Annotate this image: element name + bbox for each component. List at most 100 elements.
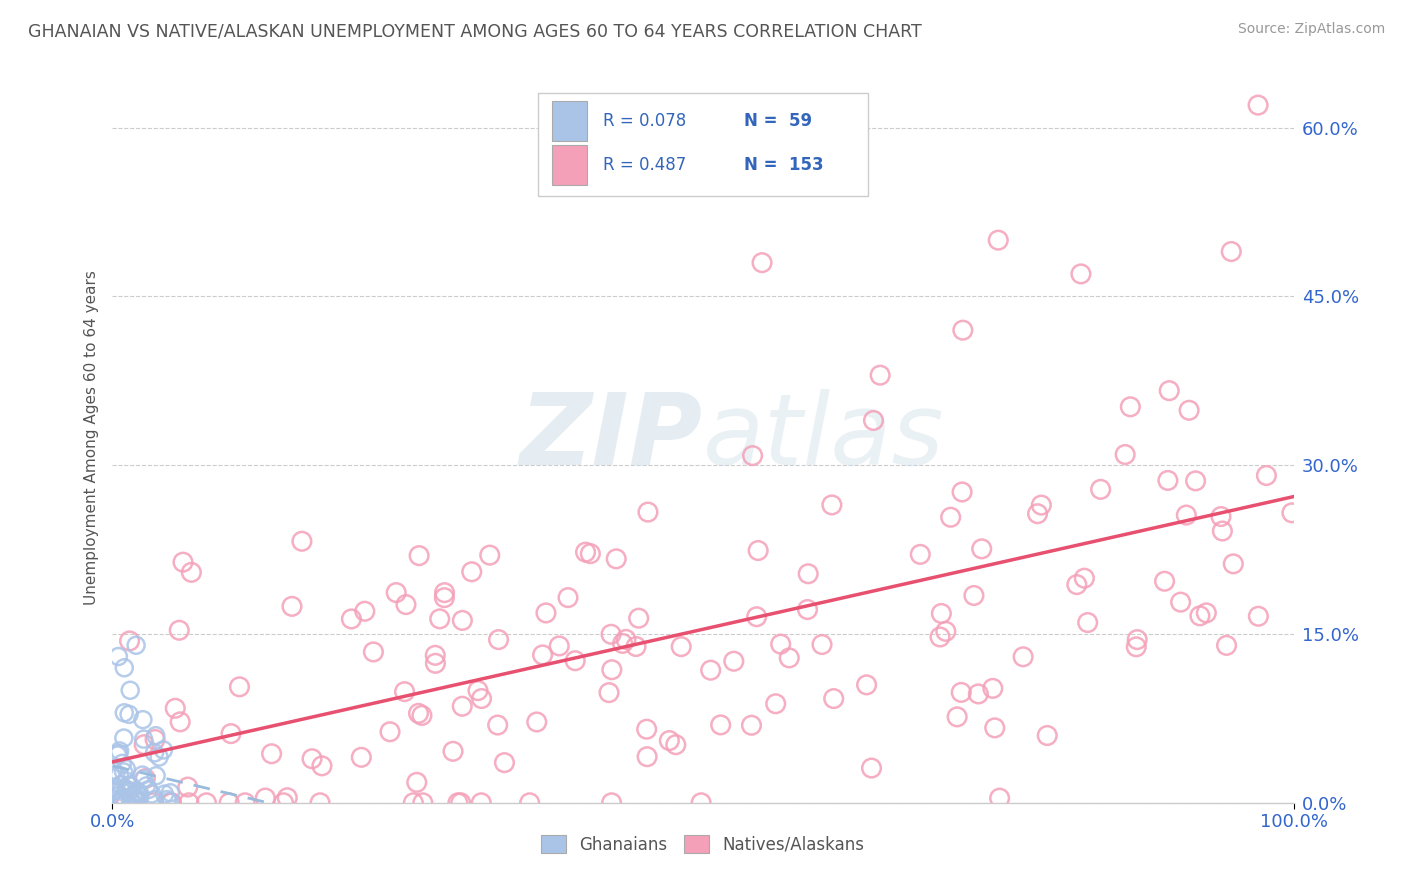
Point (143, 793, 166, 807)
Point (311, 759, 333, 773)
Point (1036, 729, 1059, 743)
Point (470, 691, 492, 706)
Point (402, 796, 425, 810)
Point (127, 786, 149, 800)
Point (131, 768, 153, 782)
Point (111, 793, 134, 807)
Point (478, 548, 501, 562)
Point (451, 614, 474, 628)
Point (111, 789, 134, 804)
Point (950, 485, 973, 500)
Point (115, 783, 138, 797)
Point (821, 498, 844, 512)
Point (531, 648, 554, 662)
Point (1125, 640, 1147, 654)
Point (111, 756, 134, 771)
Point (118, 634, 141, 648)
Point (148, 750, 170, 764)
Point (557, 591, 579, 605)
Point (177, 780, 200, 794)
Text: N =  59: N = 59 (744, 112, 813, 130)
Point (276, 790, 298, 805)
Point (125, 638, 148, 652)
Point (600, 627, 623, 641)
Point (233, 796, 256, 810)
Point (637, 505, 659, 519)
Point (115, 762, 138, 776)
Point (1119, 400, 1142, 414)
Point (1211, 524, 1233, 538)
Point (115, 796, 138, 810)
Point (104, 781, 127, 796)
Point (141, 787, 163, 801)
Point (1077, 615, 1099, 630)
Text: Source: ZipAtlas.com: Source: ZipAtlas.com (1237, 22, 1385, 37)
Point (1159, 384, 1181, 398)
Point (169, 714, 191, 729)
Point (488, 632, 510, 647)
Point (132, 713, 155, 727)
Point (447, 796, 470, 810)
Point (291, 534, 314, 549)
Point (1195, 606, 1218, 620)
Point (862, 413, 884, 427)
Point (1026, 507, 1049, 521)
Point (574, 545, 596, 559)
Point (433, 585, 456, 599)
Point (129, 789, 152, 804)
Point (142, 796, 165, 810)
Point (967, 687, 990, 701)
Point (600, 796, 623, 810)
Point (579, 547, 602, 561)
Point (145, 769, 167, 783)
Point (811, 638, 834, 652)
Point (112, 764, 135, 779)
Point (159, 796, 181, 810)
Point (741, 449, 763, 463)
Point (340, 612, 363, 626)
Point (118, 707, 141, 722)
Point (107, 747, 129, 761)
Point (219, 726, 242, 740)
Point (124, 788, 146, 802)
Point (301, 752, 323, 766)
Point (534, 606, 557, 620)
Point (143, 746, 166, 760)
Point (1256, 468, 1278, 483)
Point (165, 701, 187, 715)
Point (132, 772, 155, 786)
Text: R = 0.487: R = 0.487 (603, 156, 686, 174)
Point (433, 591, 456, 605)
Point (1170, 595, 1192, 609)
Point (110, 778, 132, 792)
Point (470, 796, 492, 810)
Point (929, 630, 952, 644)
Point (598, 685, 620, 699)
Point (1114, 448, 1136, 462)
Point (1070, 267, 1092, 281)
Point (747, 543, 769, 558)
Text: N =  153: N = 153 (744, 156, 824, 174)
Point (745, 609, 768, 624)
Point (254, 791, 277, 805)
Point (1012, 649, 1035, 664)
Point (273, 796, 295, 810)
Point (765, 697, 787, 711)
Point (910, 548, 932, 562)
Point (1215, 639, 1237, 653)
Point (134, 772, 156, 786)
Point (931, 607, 953, 621)
Point (1153, 574, 1175, 589)
Point (260, 747, 283, 761)
Point (117, 778, 139, 792)
Point (353, 604, 375, 618)
Point (104, 768, 127, 782)
Point (405, 775, 427, 789)
Point (125, 785, 148, 799)
Point (486, 718, 509, 732)
Point (952, 323, 974, 337)
Point (939, 510, 962, 524)
Point (1188, 608, 1211, 623)
Point (600, 663, 623, 677)
Point (112, 706, 135, 720)
